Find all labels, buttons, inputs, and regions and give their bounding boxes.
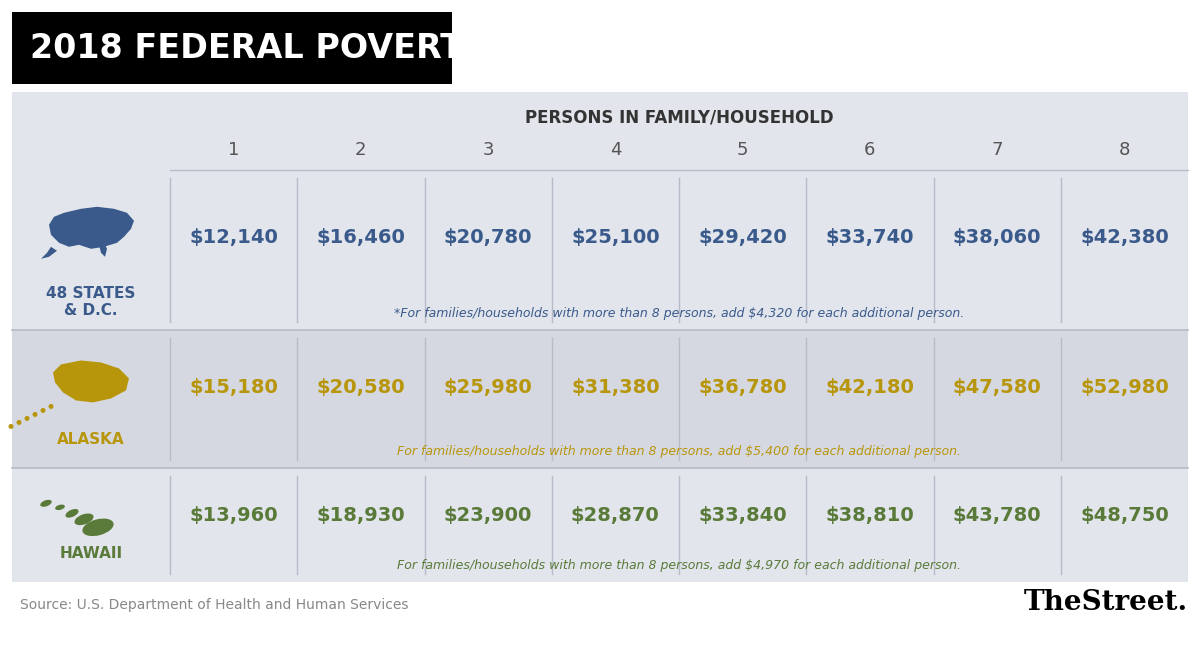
Text: $29,420: $29,420 [698, 227, 787, 247]
FancyBboxPatch shape [12, 92, 1188, 582]
Text: $42,380: $42,380 [1080, 227, 1169, 247]
Text: HAWAII: HAWAII [60, 547, 122, 561]
Text: $20,580: $20,580 [317, 379, 406, 397]
Polygon shape [53, 360, 130, 402]
Text: $38,810: $38,810 [826, 506, 914, 525]
Text: *For families/households with more than 8 persons, add $4,320 for each additiona: *For families/households with more than … [394, 307, 964, 320]
FancyBboxPatch shape [12, 330, 1188, 468]
Text: $18,930: $18,930 [317, 506, 406, 525]
Text: $13,960: $13,960 [190, 506, 278, 525]
Text: $36,780: $36,780 [698, 379, 787, 397]
Text: For families/households with more than 8 persons, add $5,400 for each additional: For families/households with more than 8… [397, 446, 961, 459]
Text: $33,840: $33,840 [698, 506, 787, 525]
Text: $33,740: $33,740 [826, 227, 914, 247]
Text: 7: 7 [991, 141, 1003, 159]
FancyBboxPatch shape [12, 468, 1188, 582]
Text: $48,750: $48,750 [1080, 506, 1169, 525]
Text: 8: 8 [1118, 141, 1130, 159]
Polygon shape [98, 243, 107, 257]
Polygon shape [41, 247, 58, 259]
Text: 48 STATES
& D.C.: 48 STATES & D.C. [47, 286, 136, 318]
Text: $16,460: $16,460 [317, 227, 406, 247]
Polygon shape [49, 207, 134, 249]
Ellipse shape [83, 519, 114, 536]
Circle shape [48, 404, 54, 409]
Text: 3: 3 [482, 141, 494, 159]
Text: 2018 FEDERAL POVERTY LEVEL: 2018 FEDERAL POVERTY LEVEL [30, 32, 613, 65]
Text: 5: 5 [737, 141, 749, 159]
FancyBboxPatch shape [12, 12, 452, 84]
Text: 4: 4 [610, 141, 622, 159]
Text: $43,780: $43,780 [953, 506, 1042, 525]
Circle shape [41, 408, 46, 413]
Circle shape [24, 416, 30, 421]
Text: $31,380: $31,380 [571, 379, 660, 397]
Text: $25,100: $25,100 [571, 227, 660, 247]
Text: TheStreet.: TheStreet. [1024, 590, 1188, 616]
Text: $42,180: $42,180 [826, 379, 914, 397]
Text: $15,180: $15,180 [190, 379, 278, 397]
Text: 2: 2 [355, 141, 367, 159]
Circle shape [8, 424, 13, 429]
Text: PERSONS IN FAMILY/HOUSEHOLD: PERSONS IN FAMILY/HOUSEHOLD [524, 109, 833, 127]
Text: $25,980: $25,980 [444, 379, 533, 397]
Ellipse shape [41, 500, 52, 507]
Text: Source: U.S. Department of Health and Human Services: Source: U.S. Department of Health and Hu… [20, 598, 408, 612]
Text: $12,140: $12,140 [190, 227, 278, 247]
Circle shape [17, 420, 22, 425]
Ellipse shape [74, 514, 94, 525]
Text: For families/households with more than 8 persons, add $4,970 for each additional: For families/households with more than 8… [397, 559, 961, 572]
Text: ALASKA: ALASKA [58, 433, 125, 448]
Text: $52,980: $52,980 [1080, 379, 1169, 397]
Text: $28,870: $28,870 [571, 506, 660, 525]
Text: $47,580: $47,580 [953, 379, 1042, 397]
Text: 6: 6 [864, 141, 876, 159]
Text: $20,780: $20,780 [444, 227, 533, 247]
Text: $38,060: $38,060 [953, 227, 1042, 247]
Ellipse shape [55, 505, 65, 510]
FancyBboxPatch shape [12, 170, 1188, 330]
Ellipse shape [66, 509, 78, 517]
Text: 1: 1 [228, 141, 239, 159]
Circle shape [32, 412, 37, 417]
Text: $23,900: $23,900 [444, 506, 533, 525]
